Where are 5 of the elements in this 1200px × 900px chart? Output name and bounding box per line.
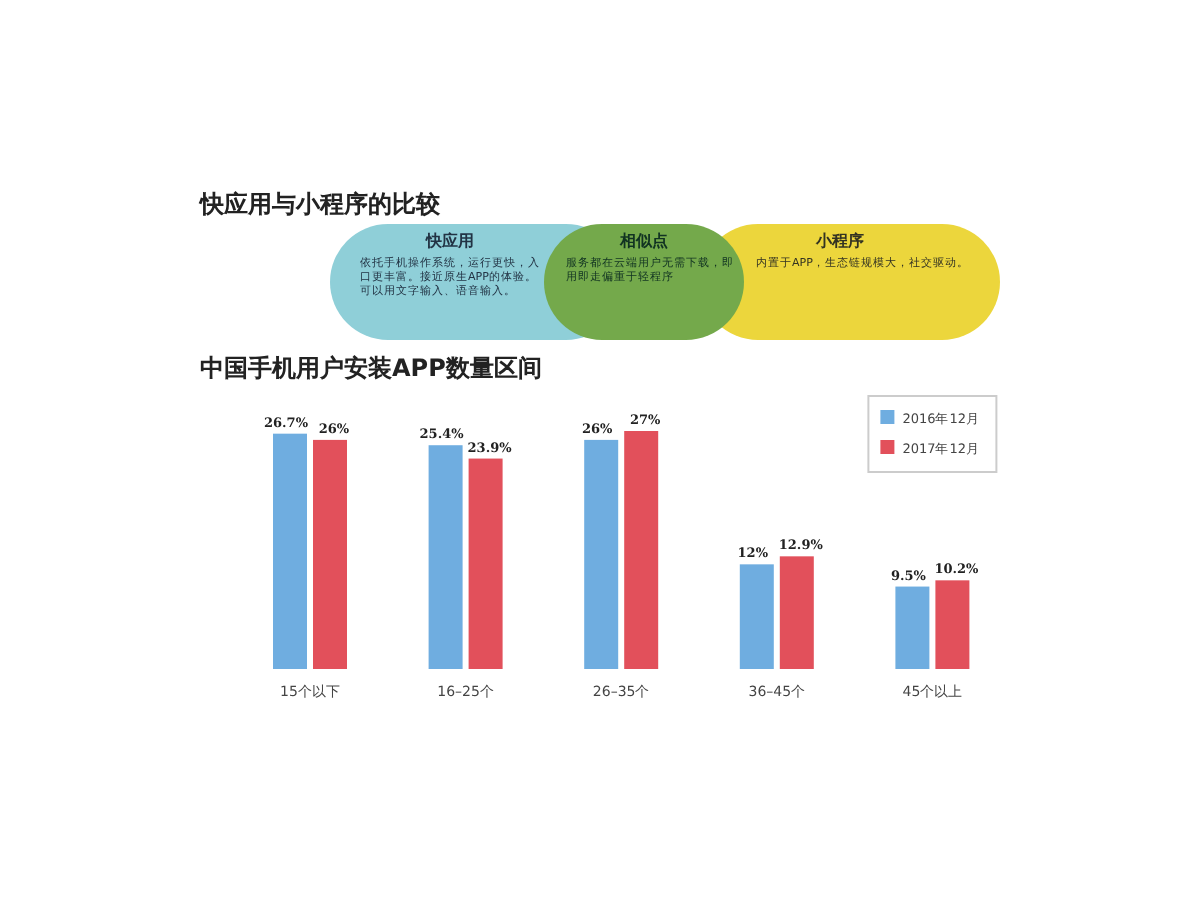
text: 相似点 — [618, 232, 668, 250]
text: 小程序 — [814, 230, 864, 250]
text: 快应用 — [424, 230, 474, 250]
chart-title: 中国手机用户安装APP数量区间 — [200, 354, 542, 382]
text: 快应用与小程序的比较 — [198, 190, 442, 218]
